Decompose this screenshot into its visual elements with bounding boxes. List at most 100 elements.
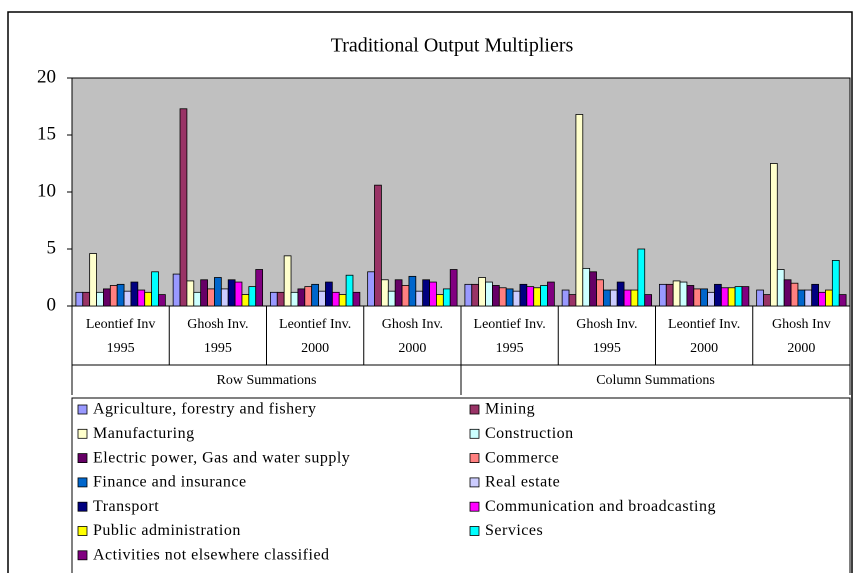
bar (186, 280, 195, 307)
bar (352, 291, 361, 307)
group-label: Row Summations (217, 373, 317, 388)
bar (512, 290, 521, 307)
legend-label: Manufacturing (93, 425, 195, 442)
legend (71, 397, 851, 573)
bar (596, 279, 604, 307)
legend-label: Real estate (485, 474, 560, 491)
bar (804, 289, 813, 307)
bar (283, 255, 292, 307)
x-tick-label: 1995 (107, 341, 135, 356)
bar (96, 291, 104, 307)
bar (679, 281, 688, 307)
bar (797, 289, 806, 307)
bar (693, 288, 702, 307)
x-tick-label: 1995 (204, 341, 232, 356)
x-tick-label: Ghosh Inv. (576, 317, 637, 332)
x-tick-label: 2000 (301, 341, 329, 356)
bar (436, 294, 444, 307)
bar (763, 294, 771, 307)
bar (422, 279, 430, 307)
bar (207, 288, 215, 307)
chart-title: Traditional Output Multipliers (331, 35, 574, 57)
y-tick-label: 10 (37, 180, 56, 201)
bar (623, 289, 632, 307)
legend-swatch (77, 550, 88, 561)
bar (387, 290, 396, 307)
bar (741, 286, 750, 307)
bar (630, 289, 639, 307)
legend-swatch (77, 453, 88, 464)
bar (734, 286, 743, 307)
legend-label: Agriculture, forestry and fishery (93, 401, 317, 418)
legend-swatch (77, 501, 88, 512)
bar (707, 291, 715, 307)
legend-label: Construction (485, 425, 574, 442)
bar (311, 283, 319, 307)
bar (505, 288, 514, 307)
bar (582, 267, 591, 307)
bar (401, 285, 410, 307)
legend-label: Electric power, Gas and water supply (93, 449, 350, 466)
bar (151, 271, 159, 307)
bar (200, 279, 208, 307)
bar (109, 285, 118, 307)
bar (637, 248, 646, 307)
bar (776, 269, 785, 307)
bar (720, 287, 729, 307)
bar (790, 282, 799, 307)
bar (575, 114, 584, 307)
bar (756, 289, 764, 307)
bar (75, 291, 84, 307)
x-tick-label: 1995 (496, 341, 524, 356)
bar (248, 286, 257, 307)
x-tick-label: 2000 (690, 341, 718, 356)
bar (338, 294, 347, 307)
bar (825, 289, 833, 307)
bar (193, 291, 202, 307)
x-tick-label: Leontief Inv. (668, 317, 740, 332)
bar (811, 283, 819, 307)
bar (609, 289, 618, 307)
bar (331, 291, 340, 307)
legend-label: Transport (93, 498, 159, 515)
bar (526, 286, 535, 307)
bar (838, 294, 847, 307)
x-tick-label: 1995 (593, 341, 621, 356)
bar (130, 281, 139, 307)
x-tick-label: Leontief Inv. (279, 317, 351, 332)
bar (394, 279, 403, 307)
bar (644, 294, 653, 307)
bar (603, 289, 611, 307)
bar (367, 271, 375, 307)
bar (415, 290, 424, 307)
bar (241, 294, 250, 307)
bar (381, 279, 389, 307)
bar (498, 287, 507, 307)
y-tick-label: 5 (47, 237, 57, 258)
x-tick-label: 2000 (398, 341, 426, 356)
y-tick-label: 15 (37, 123, 56, 144)
legend-label: Mining (485, 401, 535, 418)
bar (179, 108, 188, 307)
bar (234, 281, 243, 307)
bar (220, 288, 229, 307)
x-tick-label: Ghosh Inv (772, 317, 831, 332)
bar (290, 291, 299, 307)
bar (269, 291, 278, 307)
x-tick-label: Ghosh Inv. (187, 317, 248, 332)
y-tick-label: 20 (37, 66, 56, 87)
bar (533, 287, 541, 307)
bar (783, 279, 792, 307)
bar (478, 277, 486, 307)
bar (519, 283, 528, 307)
bar (471, 283, 480, 307)
bar (485, 281, 493, 307)
bar (540, 285, 548, 307)
bar (818, 291, 826, 307)
bar (714, 283, 722, 307)
bar (227, 279, 236, 307)
bar (325, 281, 333, 307)
x-tick-label: Leontief Inv (86, 317, 156, 332)
y-tick-label: 0 (47, 294, 57, 315)
